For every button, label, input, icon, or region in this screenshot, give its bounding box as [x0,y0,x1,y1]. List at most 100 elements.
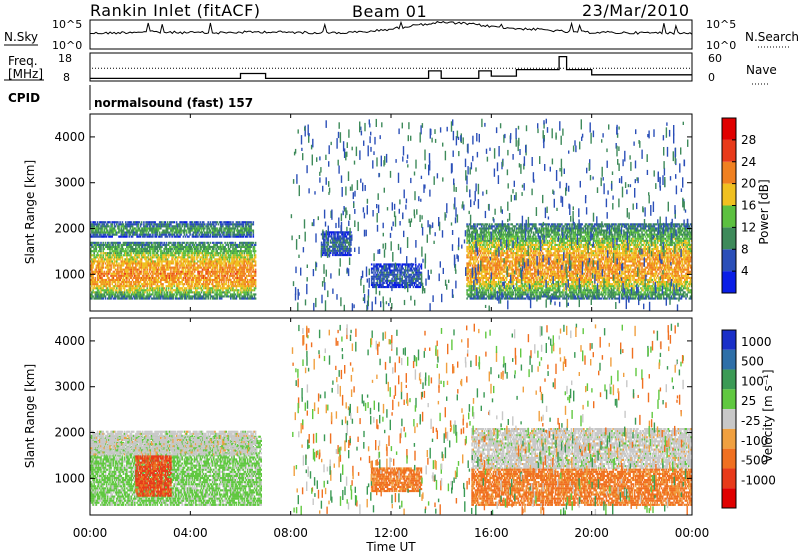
heatmap-cell [234,225,237,228]
heatmap-cell [113,285,116,288]
heatmap-cell [209,254,212,257]
heatmap-cell [246,291,249,294]
heatmap-cell [106,291,109,294]
heatmap-cell [210,250,213,253]
heatmap-cell [164,276,167,279]
heatmap-cell [226,250,229,253]
heatmap-cell [216,233,218,236]
heatmap-cell [102,295,104,298]
heatmap-cell [162,223,164,226]
heatmap-cell [137,272,139,275]
heatmap-cell [236,276,239,279]
heatmap-cell [176,248,179,251]
heatmap-cell [97,295,100,298]
heatmap-cell [243,270,246,273]
heatmap-cell [241,256,243,259]
heatmap-cell [223,274,225,277]
heatmap-cell [202,291,205,294]
heatmap-cell [335,231,337,234]
heatmap-cell [146,268,148,271]
heatmap-cell [192,235,195,238]
heatmap-cell [335,241,337,244]
heatmap-cell [154,227,156,230]
noise-sky-series [90,20,693,36]
heatmap-cell [242,272,244,275]
heatmap-cell [209,221,212,224]
heatmap-cell [233,256,235,259]
heatmap-cell [237,295,240,298]
heatmap-cell [213,266,215,269]
heatmap-cell [209,278,212,281]
heatmap-cell [335,239,337,242]
heatmap-cell [136,221,138,224]
heatmap-cell [198,293,200,296]
heatmap-cell [127,293,129,296]
heatmap-cell [102,289,104,292]
heatmap-cell [117,248,119,251]
heatmap-cell [202,287,205,290]
heatmap-cell [153,252,155,255]
heatmap-cell [185,260,188,263]
heatmap-cell [223,264,225,267]
heatmap-cell [100,233,102,236]
heatmap-cell [180,297,182,300]
heatmap-cell [134,258,136,261]
heatmap-cell [199,225,202,228]
heatmap-cell [147,260,150,263]
heatmap-cell [239,231,241,234]
heatmap-cell [232,260,234,263]
heatmap-cell [466,276,468,279]
heatmap-cell [227,289,230,292]
heatmap-cell [207,274,209,277]
heatmap-cell [332,247,334,250]
heatmap-cell [161,276,163,279]
heatmap-cell [195,266,197,269]
heatmap-cell [144,233,146,236]
heatmap-cell [93,235,95,238]
heatmap-cell [178,262,180,265]
heatmap-cell [193,285,196,288]
heatmap-cell [241,287,243,290]
heatmap-cell [191,241,194,244]
heatmap-cell [234,254,237,257]
heatmap-cell [243,231,246,234]
heatmap-cell [96,227,99,230]
heatmap-cell [224,258,226,261]
heatmap-cell [232,252,234,255]
heatmap-cell [214,235,216,238]
heatmap-cell [188,231,190,234]
heatmap-cell [165,276,168,279]
heatmap-cell [146,285,148,288]
heatmap-cell [125,297,127,300]
heatmap-cell [473,297,475,300]
heatmap-cell [96,252,99,255]
heatmap-cell [467,281,469,284]
heatmap-cell [123,291,126,294]
heatmap-cell [138,268,141,271]
heatmap-cell [239,252,241,255]
heatmap-cell [161,223,163,226]
heatmap-cell [155,278,158,281]
heatmap-cell [113,248,116,251]
heatmap-cell [386,267,389,270]
heatmap-cell [200,256,203,259]
heatmap-cell [418,275,420,278]
heatmap-cell [119,223,121,226]
heatmap-cell [187,250,189,253]
heatmap-cell [144,291,146,294]
heatmap-cell [172,243,174,246]
heatmap-cell [99,287,101,290]
heatmap-cell [132,229,135,232]
heatmap-cell [138,285,141,288]
heatmap-cell [140,264,143,267]
heatmap-cell [99,270,101,273]
heatmap-cell [137,285,139,288]
heatmap-cell [466,291,468,294]
heatmap-cell [173,231,176,234]
heatmap-cell [202,248,205,251]
heatmap-cell [112,276,115,279]
heatmap-cell [151,243,153,246]
heatmap-cell [343,249,345,252]
heatmap-cell [198,274,200,277]
heatmap-cell [161,283,163,286]
